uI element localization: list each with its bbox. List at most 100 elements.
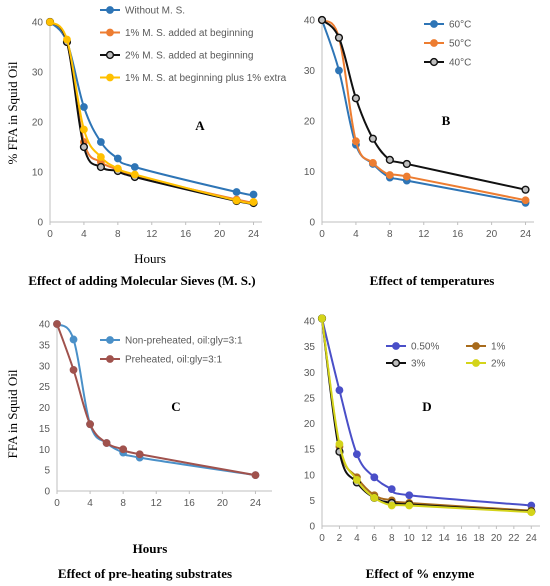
data-point [249, 190, 258, 199]
y-tick-label: 10 [304, 470, 316, 481]
legend-swatch-marker [106, 336, 114, 344]
data-point [335, 440, 344, 448]
panel-c-caption: Effect of pre-heating substrates [58, 566, 232, 581]
x-tick-label: 8 [389, 533, 395, 544]
x-tick-label: 16 [456, 533, 468, 544]
data-point [352, 137, 360, 146]
legend-swatch-marker [391, 358, 401, 368]
series-line [56, 323, 256, 477]
y-tick-label: 10 [39, 445, 51, 456]
legend: Non-preheated, oil:gly=3:1 Preheated, oil… [100, 336, 243, 366]
y-tick-label: 30 [32, 68, 44, 79]
plot-a: 0 4 8 12 16 20 24 0 10 20 30 40 Without M. S. 1% M. S… [32, 6, 287, 241]
data-point [53, 320, 61, 328]
plot-d: 0 2 4 6 8 10 12 14 16 18 20 22 2405101520253035400.5… [304, 314, 540, 544]
data-point [317, 15, 327, 25]
x-tick-label: 10 [404, 533, 416, 544]
x-tick-label: 16 [180, 229, 192, 240]
x-tick-label: 12 [418, 229, 430, 240]
y-tick-label: 30 [304, 66, 316, 77]
x-tick-label: 0 [47, 229, 53, 240]
x-tick-label: 16 [184, 498, 196, 509]
x-tick-label: 4 [353, 229, 359, 240]
y-tick-label: 20 [304, 117, 316, 128]
data-point [130, 163, 139, 171]
panel-a-caption: Effect of adding Molecular Sieves (M. S.… [28, 273, 255, 288]
panel-c-label: C [171, 399, 180, 414]
x-tick-label: 18 [473, 533, 485, 544]
y-tick-label: 0 [44, 487, 50, 498]
series-line [56, 323, 256, 477]
panel-d-caption: Effect of % enzyme [366, 566, 475, 581]
data-point [251, 471, 260, 480]
data-point [335, 66, 343, 75]
panel-d: Effect of % enzyme D [366, 399, 475, 581]
legend-swatch-marker [472, 359, 480, 367]
data-point [351, 94, 361, 103]
legend: 0.50% 1% 3% 2% [386, 342, 506, 370]
data-point [102, 439, 111, 447]
legend-label: 40°C [449, 58, 471, 69]
panel-a: % FFA in Squid Oil Hours Effect of addin… [5, 61, 256, 288]
y-tick-label: 40 [304, 317, 316, 328]
y-tick-label: 40 [32, 18, 44, 29]
x-tick-label: 4 [354, 533, 360, 544]
legend-label: Without M. S. [125, 6, 185, 17]
x-tick-label: 4 [81, 229, 87, 240]
data-point [521, 196, 530, 205]
y-tick-label: 5 [309, 496, 315, 507]
series-1 [53, 320, 260, 480]
legend-label: 2% [491, 359, 506, 370]
x-tick-label: 20 [486, 229, 498, 240]
x-tick-label: 20 [217, 498, 229, 509]
panel-d-label: D [422, 399, 431, 414]
data-point [79, 142, 89, 152]
y-tick-label: 0 [309, 522, 315, 533]
data-point [232, 188, 241, 196]
x-tick-label: 22 [508, 533, 520, 544]
y-tick-label: 30 [39, 361, 51, 372]
x-tick-label: 8 [115, 229, 121, 240]
y-tick-label: 15 [39, 424, 51, 435]
data-point [405, 491, 414, 500]
data-point [402, 159, 411, 169]
panel-c-xlabel: Hours [133, 541, 168, 556]
legend-label: 1% [491, 342, 506, 353]
y-tick-label: 35 [304, 342, 316, 353]
legend-swatch-marker [472, 342, 480, 350]
y-tick-label: 10 [32, 168, 44, 179]
legend-swatch-marker [106, 73, 114, 82]
legend-label: 3% [411, 359, 426, 370]
panel-b-label: B [442, 113, 451, 128]
x-tick-label: 24 [526, 533, 538, 544]
series-1 [318, 16, 530, 205]
x-tick-label: 24 [250, 498, 262, 509]
data-point [135, 450, 144, 459]
legend-swatch-marker [429, 57, 439, 67]
data-point [96, 153, 105, 161]
x-tick-label: 0 [54, 498, 60, 509]
panel-c-ylabel: FFA in Squid Oil [5, 369, 20, 458]
legend-swatch-marker [106, 355, 114, 363]
data-point [521, 185, 530, 194]
data-point [335, 386, 344, 395]
data-point [96, 162, 105, 172]
data-point [130, 170, 139, 179]
y-tick-label: 20 [304, 419, 316, 430]
data-point [370, 493, 379, 502]
legend-label: 1% M. S. at beginning plus 1% extra [125, 73, 287, 84]
legend-label: 0.50% [411, 342, 439, 353]
legend-label: 2% M. S. added at beginning [125, 51, 253, 62]
legend-swatch-marker [430, 20, 438, 28]
panel-b-caption: Effect of temperatures [370, 273, 495, 288]
series-3 [46, 18, 258, 206]
data-point [405, 501, 414, 510]
x-tick-label: 6 [372, 533, 378, 544]
legend-swatch-marker [106, 6, 114, 14]
data-point [370, 473, 379, 482]
data-point [86, 420, 94, 429]
x-tick-label: 12 [146, 229, 158, 240]
x-tick-label: 24 [520, 229, 532, 240]
legend-swatch-marker [105, 50, 115, 60]
data-point [385, 171, 394, 179]
